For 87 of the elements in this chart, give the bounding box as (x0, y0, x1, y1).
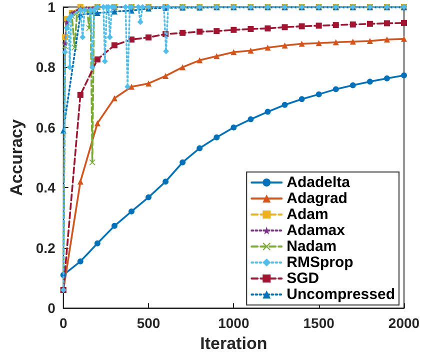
point (102, 58, 108, 64)
point (298, 40, 305, 47)
legend-label: Uncompressed (286, 286, 396, 303)
legend-label: Adamax (286, 222, 346, 239)
x-axis-title: Iteration (200, 334, 268, 353)
point (332, 86, 339, 92)
point (128, 84, 134, 90)
point (214, 28, 220, 34)
point (248, 116, 254, 122)
point (77, 258, 84, 264)
point (316, 40, 322, 46)
point (72, 44, 78, 50)
point (214, 53, 220, 60)
point (264, 108, 271, 115)
point (332, 39, 339, 46)
point (89, 159, 96, 166)
point (282, 42, 288, 49)
point (401, 72, 407, 78)
point (282, 24, 288, 30)
point (230, 124, 237, 130)
point (366, 20, 373, 27)
point (162, 72, 169, 79)
point (77, 178, 84, 185)
point (180, 64, 186, 70)
point (94, 56, 100, 62)
point (111, 222, 118, 229)
point (146, 194, 152, 200)
point (111, 42, 118, 48)
point (282, 102, 288, 108)
point (62, 49, 68, 56)
y-tick-label: 0.4 (36, 180, 56, 196)
legend-label: Adagrad (286, 190, 348, 207)
y-tick-label: 1 (48, 0, 56, 15)
y-tick-label: 0.2 (36, 240, 56, 256)
x-tick-label: 0 (59, 315, 68, 332)
point (248, 26, 254, 32)
point (366, 38, 373, 44)
point (366, 78, 373, 85)
point (196, 28, 203, 35)
point (230, 26, 237, 33)
point (180, 30, 186, 36)
point (146, 80, 152, 86)
point (94, 10, 100, 16)
point (214, 134, 220, 140)
point (384, 36, 390, 43)
point (77, 92, 84, 98)
legend-label: Adam (286, 206, 328, 223)
point (316, 91, 322, 98)
x-tick-label: 1500 (303, 315, 335, 332)
point (111, 95, 118, 102)
point (230, 49, 237, 56)
point (94, 120, 100, 126)
point (128, 208, 134, 214)
y-axis-title: Accuracy (7, 118, 26, 196)
y-tick-label: 0.8 (36, 59, 56, 76)
point (298, 23, 305, 30)
legend-label: Adadelta (286, 174, 351, 191)
legend-label: RMSprop (286, 254, 354, 271)
point (94, 240, 100, 246)
point (162, 178, 169, 185)
x-tick-label: 500 (136, 315, 160, 332)
point (401, 20, 407, 26)
point (350, 38, 356, 45)
point (384, 20, 390, 26)
point (350, 21, 356, 28)
point (384, 75, 390, 82)
y-tick-label: 0 (48, 300, 56, 316)
x-tick-label: 2000 (388, 315, 420, 332)
legend-label: Nadam (286, 238, 337, 255)
x-tick-label: 1000 (218, 315, 250, 332)
point (180, 159, 186, 166)
point (264, 25, 271, 32)
legend-label: SGD (286, 270, 320, 287)
point (196, 57, 203, 64)
y-tick-label: 0.6 (36, 119, 56, 136)
point (401, 36, 407, 42)
point (264, 44, 271, 51)
point (64, 25, 70, 32)
point (248, 48, 254, 54)
point (146, 34, 152, 40)
point (298, 96, 305, 102)
point (316, 22, 322, 29)
point (80, 34, 86, 40)
point (62, 40, 68, 46)
point (196, 145, 203, 152)
point (350, 82, 356, 88)
point (332, 22, 339, 28)
